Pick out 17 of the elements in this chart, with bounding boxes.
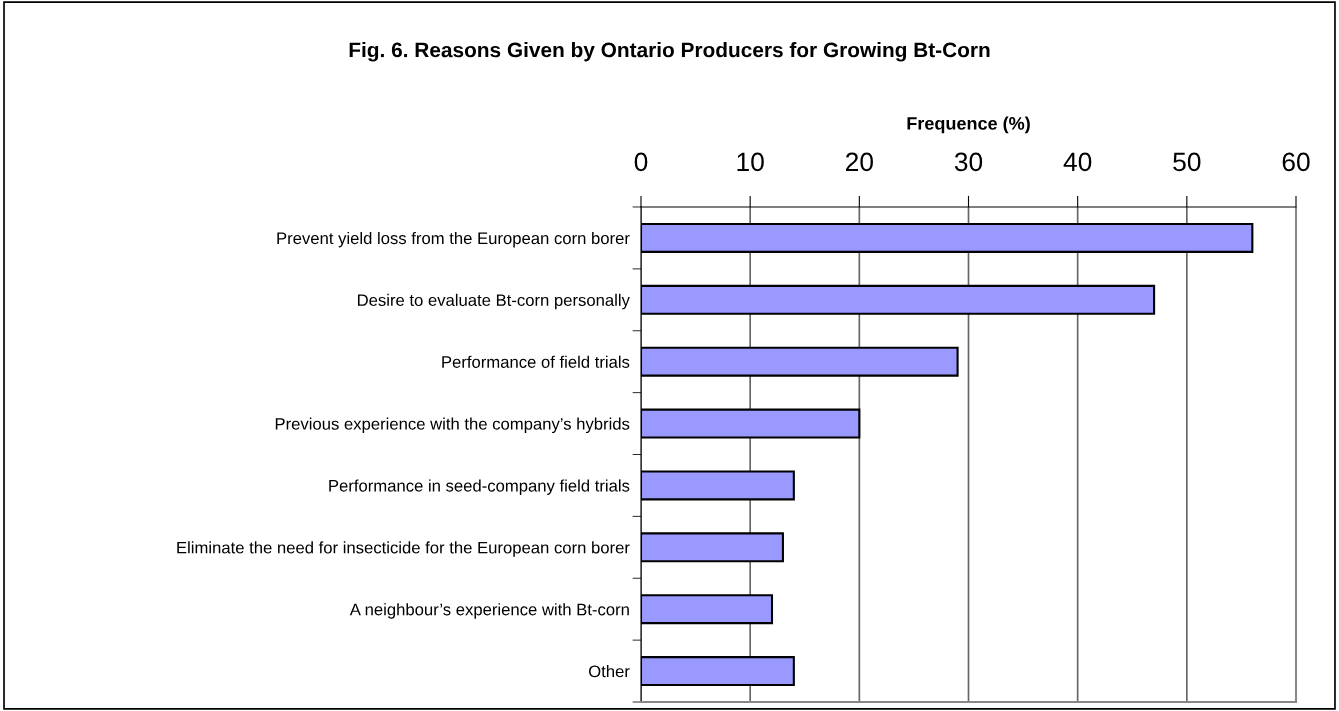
y-tick-label: Eliminate the need for insecticide for the European corn borer <box>177 541 630 557</box>
y-tick-label: A neighbour’s experience with Bt-corn <box>349 603 629 619</box>
x-tick-label: 10 <box>737 152 764 172</box>
x-tick-label: 30 <box>954 152 983 172</box>
x-tick-label: 60 <box>1282 152 1310 172</box>
x-tick-label: 0 <box>634 152 648 172</box>
x-axis-title: Frequence (%) <box>907 116 1030 134</box>
y-tick-label: Performance in seed-company field trials <box>329 479 630 495</box>
x-tick-label: 20 <box>845 152 873 172</box>
x-tick-label: 50 <box>1173 152 1201 172</box>
y-tick-label: Prevent yield loss from the European corn borer <box>277 231 630 248</box>
chart-title: Fig. 6. Reasons Given by Ontario Producers for Growing Bt-Corn <box>349 42 990 62</box>
x-tick-label: 40 <box>1063 152 1092 172</box>
y-tick-label: Other <box>589 665 630 678</box>
y-tick-label: Desire to evaluate Bt-corn personally <box>357 293 630 310</box>
y-tick-label: Previous experience with the company’s hybrids <box>275 417 630 434</box>
y-tick-label: Performance of field trials <box>442 355 630 368</box>
